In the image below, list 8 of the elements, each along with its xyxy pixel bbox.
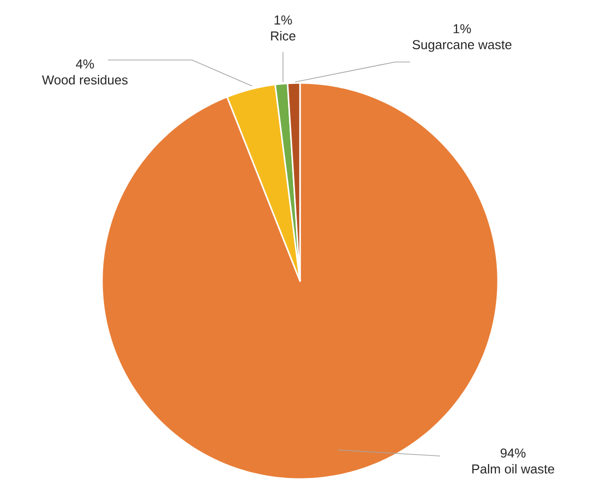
slice-label: Rice bbox=[271, 31, 296, 41]
slice-label: Wood residues bbox=[42, 75, 128, 85]
slice-label: Sugarcane waste bbox=[412, 40, 512, 52]
data-label: 1% bbox=[454, 24, 471, 34]
data-label: 1% bbox=[274, 15, 292, 25]
data-label: 94% bbox=[500, 448, 526, 458]
data-label: 4% bbox=[76, 59, 94, 69]
slice-label: Palm oil waste bbox=[472, 464, 554, 474]
